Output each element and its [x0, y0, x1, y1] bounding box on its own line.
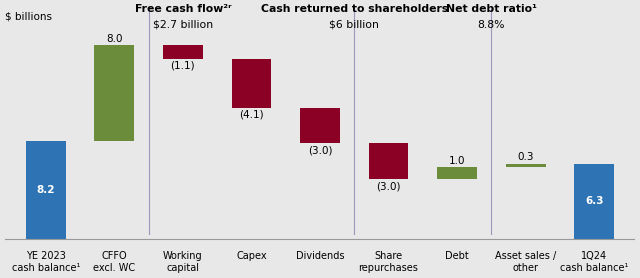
Text: Debt: Debt: [445, 251, 469, 261]
Text: (1.1): (1.1): [171, 60, 195, 70]
Text: $ billions: $ billions: [4, 12, 52, 22]
Text: Dividends: Dividends: [296, 251, 344, 261]
Text: 0.3: 0.3: [517, 152, 534, 162]
Bar: [506, 164, 545, 167]
Text: Share
repurchases: Share repurchases: [358, 251, 419, 273]
Bar: [437, 167, 477, 179]
Bar: [95, 45, 134, 141]
Text: Free cash flow²ʳ: Free cash flow²ʳ: [134, 4, 231, 14]
Bar: [26, 141, 66, 239]
Bar: [232, 58, 271, 108]
Text: 1.0: 1.0: [449, 156, 465, 166]
Text: Cash returned to shareholders: Cash returned to shareholders: [260, 4, 448, 14]
Text: Net debt ratio¹: Net debt ratio¹: [446, 4, 537, 14]
Bar: [163, 45, 203, 58]
Bar: [574, 164, 614, 239]
Bar: [300, 108, 340, 143]
Text: CFFO
excl. WC: CFFO excl. WC: [93, 251, 136, 273]
Text: (4.1): (4.1): [239, 109, 264, 119]
Text: 8.0: 8.0: [106, 34, 123, 44]
Text: 1Q24
cash balance¹: 1Q24 cash balance¹: [560, 251, 628, 273]
Text: 8.2: 8.2: [36, 185, 55, 195]
Text: Asset sales /
other: Asset sales / other: [495, 251, 556, 273]
Text: (3.0): (3.0): [308, 145, 332, 155]
Text: Working
capital: Working capital: [163, 251, 203, 273]
Text: $6 billion: $6 billion: [330, 20, 380, 30]
Text: (3.0): (3.0): [376, 181, 401, 191]
Text: 6.3: 6.3: [585, 197, 604, 207]
Bar: [369, 143, 408, 179]
Text: $2.7 billion: $2.7 billion: [153, 20, 213, 30]
Text: 8.8%: 8.8%: [477, 20, 505, 30]
Text: YE 2023
cash balance¹: YE 2023 cash balance¹: [12, 251, 80, 273]
Text: Capex: Capex: [236, 251, 267, 261]
